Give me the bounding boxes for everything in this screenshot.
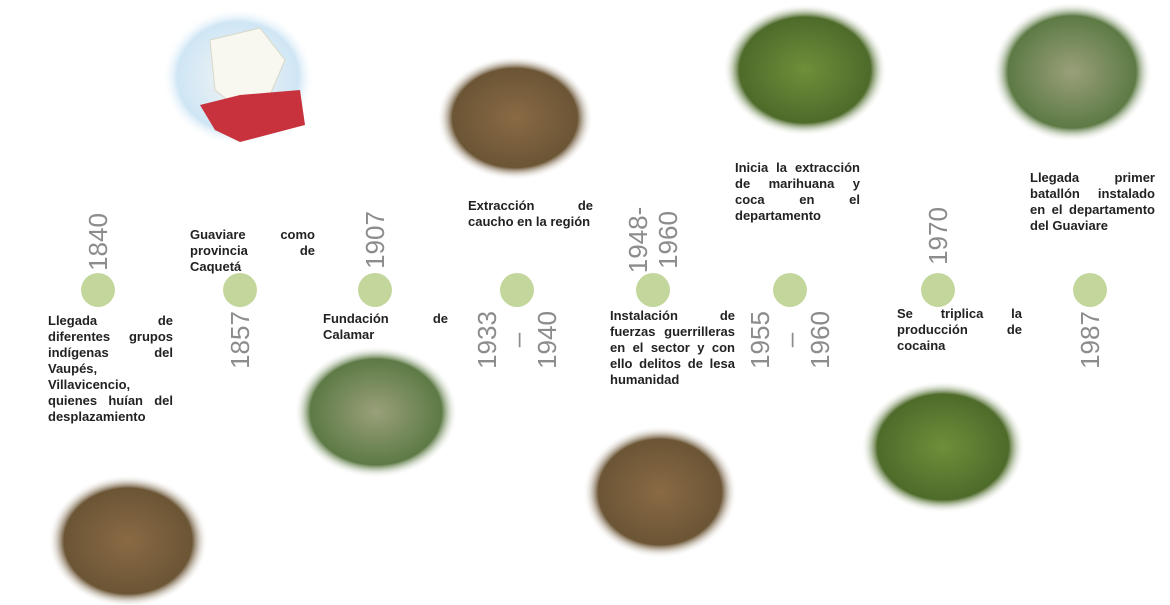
aerial-photo: [992, 2, 1152, 142]
year-label: 1857: [225, 306, 255, 374]
year-label: 1948-1960: [623, 206, 683, 274]
timeline-node: [223, 273, 257, 307]
guerrilla-photo: [583, 426, 737, 558]
rubber-photo: [437, 56, 593, 180]
event-description: Extracción de caucho en la región: [468, 198, 593, 230]
event-description: Inicia la extracción de marihuana y coca…: [735, 160, 860, 224]
year-label: 1907: [360, 206, 390, 274]
marijuana-photo: [723, 4, 887, 136]
timeline-node: [773, 273, 807, 307]
timeline-graphics: [0, 0, 1170, 605]
timeline-node: [921, 273, 955, 307]
timeline-node: [81, 273, 115, 307]
year-label: 1933 – 1940: [472, 306, 562, 374]
year-label: 1970: [923, 202, 953, 270]
town-photo: [294, 346, 458, 478]
event-description: Instalación de fuerzas guerrilleras en e…: [610, 308, 735, 388]
event-description: Llegada de diferentes grupos indígenas d…: [48, 313, 173, 425]
event-description: Llegada primer batallón instalado en el …: [1030, 170, 1155, 234]
timeline-node: [358, 273, 392, 307]
hut-photo: [48, 475, 208, 605]
timeline-node: [1073, 273, 1107, 307]
year-label: 1840: [83, 208, 113, 276]
coca-photo: [861, 381, 1025, 513]
event-description: Fundación de Calamar: [323, 311, 448, 343]
timeline-page: 1840 Llegada de diferentes grupos indígen…: [0, 0, 1170, 605]
event-description: Guaviare como provincia de Caquetá: [190, 227, 315, 275]
year-label: 1987: [1075, 306, 1105, 374]
event-description: Se triplica la producción de cocaina: [897, 306, 1022, 354]
timeline-node: [500, 273, 534, 307]
timeline-node: [636, 273, 670, 307]
year-label: 1955 – 1960: [745, 306, 835, 374]
